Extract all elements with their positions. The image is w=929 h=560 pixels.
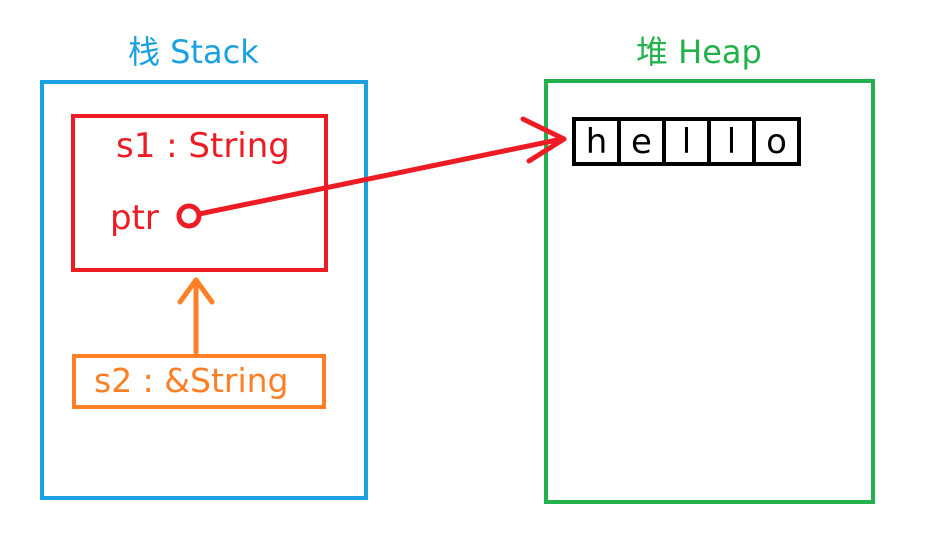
- heap-cell: e: [617, 117, 666, 166]
- heap-cell: o: [752, 117, 801, 166]
- ptr-label: ptr: [110, 198, 159, 238]
- heap-region: [544, 79, 875, 504]
- s1-label: s1 : String: [116, 126, 290, 166]
- s2-label: s2 : &String: [94, 361, 289, 400]
- s2-reference-box: [72, 354, 326, 409]
- heap-title: 堆 Heap: [636, 33, 762, 71]
- heap-cell: l: [707, 117, 756, 166]
- heap-cell: l: [662, 117, 711, 166]
- heap-cell: h: [572, 117, 621, 166]
- heap-string-cells: h e l l o: [572, 117, 801, 166]
- stack-title: 栈 Stack: [128, 33, 259, 71]
- stack-region: [40, 80, 368, 500]
